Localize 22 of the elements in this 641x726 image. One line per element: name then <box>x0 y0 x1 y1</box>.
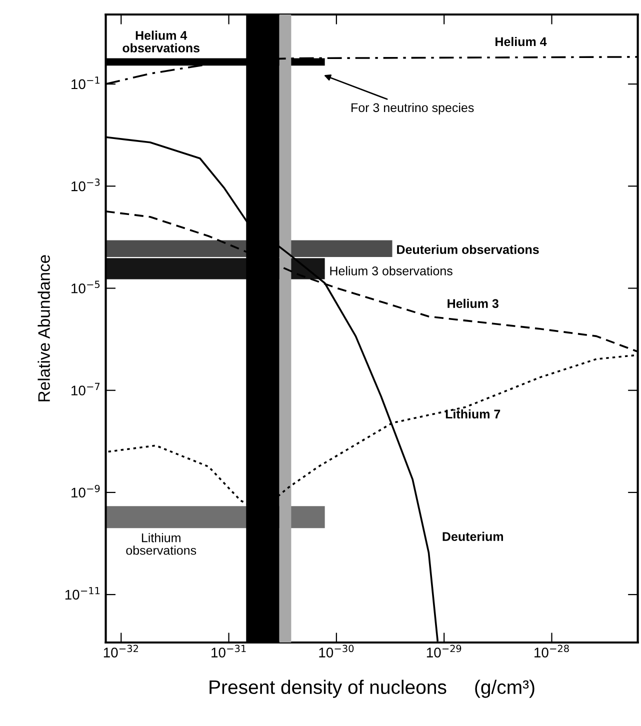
y-tick-label: 10$^{−5}$ <box>72 280 100 294</box>
y-tick-label: 10$^{−11}$ <box>65 587 100 600</box>
annotation: Helium 4 <box>496 36 547 46</box>
annotation: Helium 3 observations <box>330 266 452 276</box>
x-tick-label: 10$^{−32}$ <box>104 644 138 658</box>
annotation: Helium 4 observations <box>122 30 200 52</box>
y-tick-label: 10$^{−1}$ <box>72 76 100 90</box>
y-tick-label: 10$^{−7}$ <box>72 382 100 396</box>
y-tick-label: 10$^{−3}$ <box>72 178 100 192</box>
y-tick-label: 10$^{−9}$ <box>72 484 100 498</box>
x-tick-label: 10$^{−31}$ <box>212 644 246 658</box>
x-tick-label: 10$^{−29}$ <box>426 644 462 658</box>
annotation: Deuterium observations <box>397 244 539 254</box>
x-tick-label: 10$^{−30}$ <box>319 644 354 658</box>
x-tick-label: 10$^{−28}$ <box>534 644 569 658</box>
annotation: For 3 neutrino species <box>352 102 474 115</box>
annotation: Deuterium <box>442 532 503 541</box>
y-axis-title: Relative Abundance <box>38 255 50 402</box>
x-axis-title: Present density of nucleons (g/cm³) <box>210 680 534 698</box>
annotation: Lithium observations <box>126 533 196 555</box>
annotation: Lithium 7 <box>446 409 500 419</box>
annotation: Helium 3 <box>448 298 498 308</box>
